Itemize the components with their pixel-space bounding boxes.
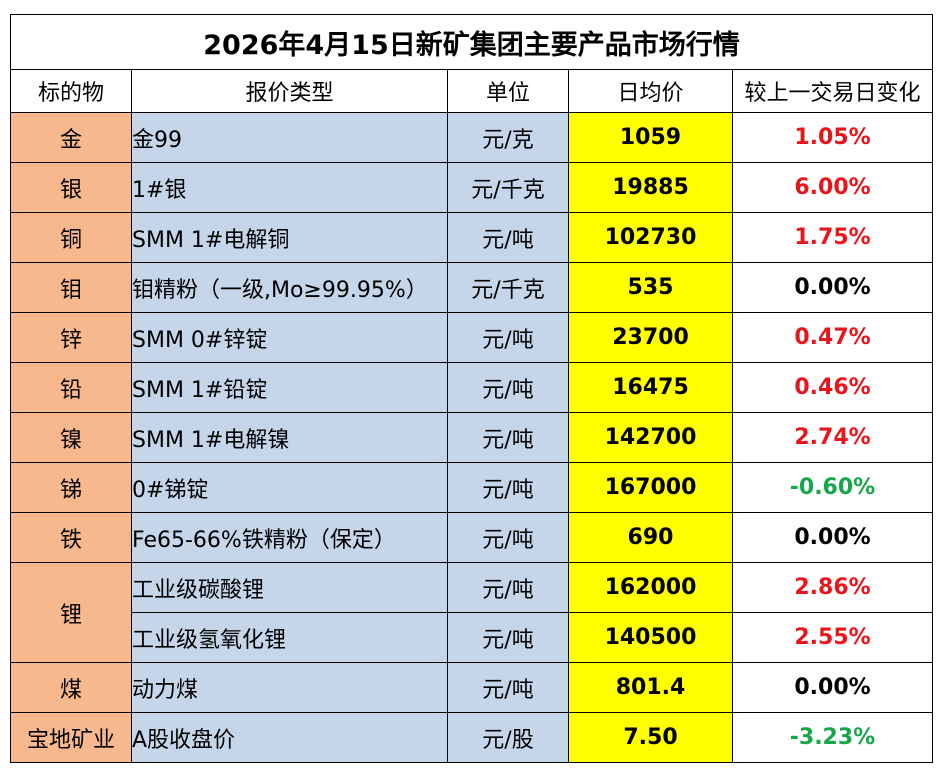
price-type-cell: SMM 1#电解镍 — [131, 412, 448, 463]
price-type-cell: SMM 1#电解铜 — [131, 212, 448, 263]
change-cell: 0.47% — [731, 312, 934, 363]
unit-cell: 元/吨 — [447, 462, 569, 513]
subject-cell: 宝地矿业 — [10, 712, 132, 763]
price-type-cell: 工业级碳酸锂 — [131, 562, 448, 613]
unit-cell: 元/吨 — [447, 362, 569, 413]
header-price-type: 报价类型 — [131, 69, 448, 113]
price-type-cell: 1#银 — [131, 162, 448, 213]
subject-cell: 铅 — [10, 362, 132, 413]
price-cell: 140500 — [568, 612, 733, 663]
table-row: 工业级氢氧化锂 元/吨 140500 2.55% — [11, 612, 934, 663]
table-row: 锌 SMM 0#锌锭 元/吨 23700 0.47% — [10, 312, 934, 363]
unit-cell: 元/吨 — [447, 412, 569, 463]
price-cell: 16475 — [568, 362, 733, 413]
change-cell: 1.05% — [731, 112, 934, 163]
change-cell: 2.74% — [731, 412, 934, 463]
unit-cell: 元/千克 — [447, 262, 569, 313]
market-price-table: 2026年4月15日新矿集团主要产品市场行情 标的物 报价类型 单位 日均价 较… — [9, 14, 934, 763]
unit-cell: 元/股 — [447, 712, 569, 763]
unit-cell: 元/吨 — [447, 212, 569, 263]
table-row: 锂 工业级碳酸锂 元/吨 162000 2.86% — [10, 562, 934, 663]
subject-cell: 镍 — [10, 412, 132, 463]
unit-cell: 元/千克 — [447, 162, 569, 213]
price-cell: 23700 — [568, 312, 733, 363]
price-cell: 690 — [568, 512, 733, 563]
price-cell: 142700 — [568, 412, 733, 463]
subject-cell: 银 — [10, 162, 132, 213]
subject-cell: 钼 — [10, 262, 132, 313]
subject-cell: 煤 — [10, 662, 132, 713]
table-row: 铅 SMM 1#铅锭 元/吨 16475 0.46% — [10, 362, 934, 413]
price-type-cell: Fe65-66%铁精粉（保定） — [131, 512, 448, 563]
header-row: 标的物 报价类型 单位 日均价 较上一交易日变化 — [10, 69, 934, 113]
subject-cell: 锌 — [10, 312, 132, 363]
unit-cell: 元/克 — [447, 112, 569, 163]
change-cell: -3.23% — [731, 712, 934, 763]
price-type-cell: 钼精粉（一级,Mo≥99.95%） — [131, 262, 448, 313]
unit-cell: 元/吨 — [447, 562, 569, 613]
price-type-cell: 0#锑锭 — [131, 462, 448, 513]
subject-cell: 铁 — [10, 512, 132, 563]
unit-cell: 元/吨 — [447, 662, 569, 713]
price-type-cell: 金99 — [131, 112, 448, 163]
header-unit: 单位 — [447, 69, 569, 113]
table-row: 金 金99 元/克 1059 1.05% — [10, 112, 934, 163]
price-cell: 801.4 — [568, 662, 733, 713]
price-type-cell: 动力煤 — [131, 662, 448, 713]
table-row: 宝地矿业 A股收盘价 元/股 7.50 -3.23% — [10, 712, 934, 763]
change-cell: 2.86% — [731, 562, 934, 613]
price-type-cell: SMM 1#铅锭 — [131, 362, 448, 413]
price-type-cell: SMM 0#锌锭 — [131, 312, 448, 363]
price-cell: 19885 — [568, 162, 733, 213]
table-row: 锑 0#锑锭 元/吨 167000 -0.60% — [10, 462, 934, 513]
table-row: 铁 Fe65-66%铁精粉（保定） 元/吨 690 0.00% — [10, 512, 934, 563]
price-cell: 162000 — [568, 562, 733, 613]
header-daily-avg-price: 日均价 — [568, 69, 733, 113]
price-cell: 7.50 — [568, 712, 733, 763]
table-title: 2026年4月15日新矿集团主要产品市场行情 — [9, 14, 934, 70]
change-cell: 0.00% — [731, 262, 934, 313]
price-cell: 102730 — [568, 212, 733, 263]
table-row: 钼 钼精粉（一级,Mo≥99.95%） 元/千克 535 0.00% — [10, 262, 934, 313]
change-cell: -0.60% — [731, 462, 934, 513]
unit-cell: 元/吨 — [447, 612, 569, 663]
change-cell: 0.00% — [731, 662, 934, 713]
price-cell: 535 — [568, 262, 733, 313]
subject-cell: 铜 — [10, 212, 132, 263]
table-row: 镍 SMM 1#电解镍 元/吨 142700 2.74% — [10, 412, 934, 463]
subject-cell: 锂 — [10, 562, 132, 663]
table-row: 煤 动力煤 元/吨 801.4 0.00% — [10, 662, 934, 713]
subject-cell: 锑 — [10, 462, 132, 513]
change-cell: 0.46% — [731, 362, 934, 413]
header-subject: 标的物 — [10, 69, 132, 113]
table-row: 银 1#银 元/千克 19885 6.00% — [10, 162, 934, 213]
price-type-cell: A股收盘价 — [131, 712, 448, 763]
change-cell: 6.00% — [731, 162, 934, 213]
table-row: 铜 SMM 1#电解铜 元/吨 102730 1.75% — [10, 212, 934, 263]
subject-cell: 金 — [10, 112, 132, 163]
change-cell: 2.55% — [731, 612, 934, 663]
header-change: 较上一交易日变化 — [731, 69, 934, 113]
price-type-cell: 工业级氢氧化锂 — [131, 612, 448, 663]
price-cell: 167000 — [568, 462, 733, 513]
change-cell: 1.75% — [731, 212, 934, 263]
unit-cell: 元/吨 — [447, 312, 569, 363]
price-cell: 1059 — [568, 112, 733, 163]
change-cell: 0.00% — [731, 512, 934, 563]
unit-cell: 元/吨 — [447, 512, 569, 563]
